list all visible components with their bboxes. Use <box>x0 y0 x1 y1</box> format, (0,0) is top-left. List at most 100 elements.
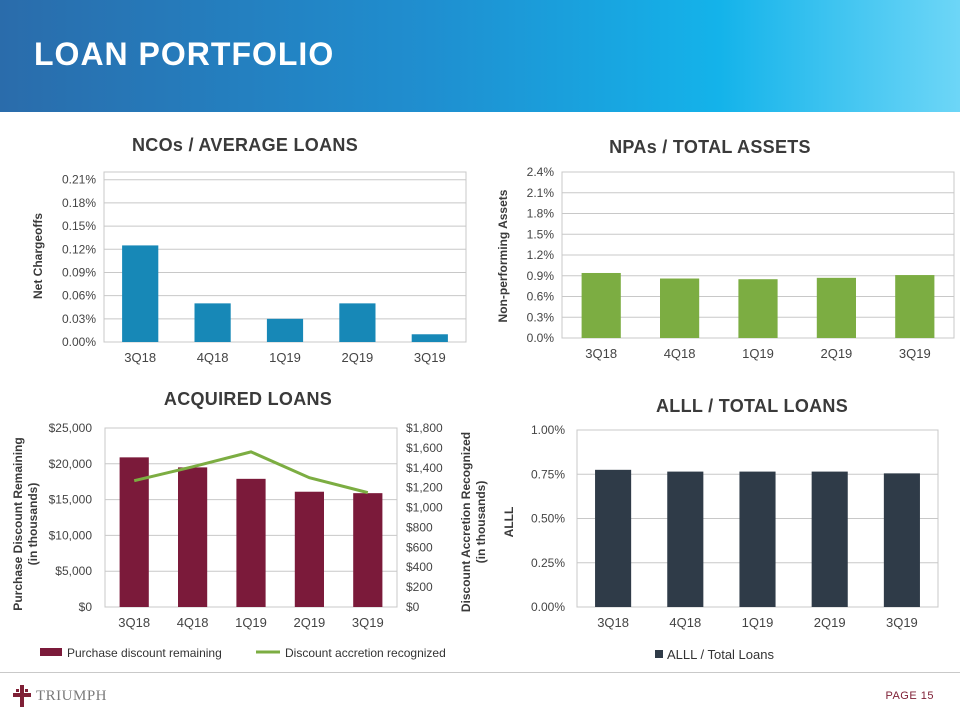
page-number: PAGE 15 <box>885 690 934 702</box>
npa-ytick-label: 0.9% <box>527 269 555 283</box>
nco-bar <box>266 318 304 342</box>
npa-bar <box>816 277 856 338</box>
acq-bar <box>294 491 324 607</box>
acq-bar <box>119 457 149 607</box>
npa-category-label: 3Q19 <box>899 346 931 361</box>
nco-ytick-label: 0.21% <box>62 173 96 187</box>
npa-category-label: 3Q18 <box>585 346 617 361</box>
npa-ytick-label: 0.6% <box>527 290 555 304</box>
npa-ytick-label: 2.4% <box>527 165 555 179</box>
alll-ytick-label: 0.00% <box>531 600 565 614</box>
nco-category-label: 2Q19 <box>341 350 373 365</box>
nco-ytick-label: 0.00% <box>62 335 96 349</box>
nco-bar <box>122 245 159 342</box>
nco-ylabel: Net Chargeoffs <box>31 213 45 299</box>
acq-bar <box>178 467 208 607</box>
alll-bar <box>739 471 776 607</box>
alll-category-label: 4Q18 <box>669 615 701 630</box>
acq-bar <box>353 493 383 607</box>
nco-category-label: 3Q19 <box>414 350 446 365</box>
acq-category-label: 3Q18 <box>118 615 150 630</box>
nco-ytick-label: 0.09% <box>62 265 96 279</box>
acq-y2tick-label: $1,600 <box>406 441 443 455</box>
npa-bar <box>738 279 778 338</box>
brand-name: TRIUMPH <box>36 687 108 704</box>
acq-accretion-line <box>133 450 369 495</box>
acq-y2tick-label: $1,000 <box>406 501 443 515</box>
npa-chart-title: NPAs / TOTAL ASSETS <box>609 137 811 157</box>
acq-ytick-label: $25,000 <box>49 421 93 435</box>
nco-ytick-label: 0.18% <box>62 196 96 210</box>
alll-legend-label: ALLL / Total Loans <box>667 647 774 662</box>
nco-bar <box>411 334 448 342</box>
acq-ytick-label: $5,000 <box>55 564 92 578</box>
acq-y2label: Discount Accretion Recognized <box>459 432 473 612</box>
acq-ytick-label: $20,000 <box>49 457 93 471</box>
acq-legend-line-label: Discount accretion recognized <box>285 646 446 660</box>
acq-y2label-units: (in thousands) <box>474 481 488 564</box>
alll-bar <box>883 473 920 607</box>
acq-category-label: 2Q19 <box>293 615 325 630</box>
header-banner: LOAN PORTFOLIO <box>0 0 960 112</box>
acq-category-label: 4Q18 <box>177 615 209 630</box>
npa-ytick-label: 0.0% <box>527 331 555 345</box>
npa-ytick-label: 2.1% <box>527 186 555 200</box>
alll-chart-title: ALLL / TOTAL LOANS <box>655 396 849 416</box>
acq-category-label: 3Q19 <box>352 615 384 630</box>
alll-ytick-label: 1.00% <box>531 423 565 437</box>
npa-ytick-label: 1.2% <box>527 248 555 262</box>
triumph-logo: TRIUMPH <box>12 684 107 708</box>
footer-divider <box>0 672 960 673</box>
acq-y2tick-label: $800 <box>406 520 433 534</box>
npa-ytick-label: 1.5% <box>527 227 555 241</box>
nco-category-label: 3Q18 <box>124 350 156 365</box>
npa-ylabel: Non-performing Assets <box>496 189 510 322</box>
alll-legend-swatch <box>655 650 663 658</box>
npa-category-label: 1Q19 <box>742 346 774 361</box>
npa-category-label: 2Q19 <box>820 346 852 361</box>
acq-ylabel: Purchase Discount Remaining <box>11 437 25 610</box>
nco-ytick-label: 0.06% <box>62 289 96 303</box>
acq-y2tick-label: $0 <box>406 600 420 614</box>
nco-bar <box>339 303 376 342</box>
npa-category-label: 4Q18 <box>664 346 696 361</box>
page-title: LOAN PORTFOLIO <box>34 36 335 72</box>
acq-y2tick-label: $400 <box>406 560 433 574</box>
acq-ylabel-units: (in thousands) <box>26 483 40 566</box>
alll-bar <box>667 471 704 607</box>
alll-ytick-label: 0.75% <box>531 467 565 481</box>
acq-bar <box>236 478 266 607</box>
acq-y2tick-label: $1,400 <box>406 461 443 475</box>
acq-y2tick-label: $600 <box>406 540 433 554</box>
alll-category-label: 2Q19 <box>814 615 846 630</box>
nco-ytick-label: 0.12% <box>62 242 96 256</box>
acq-chart-title: ACQUIRED LOANS <box>163 389 333 409</box>
acq-y2tick-label: $200 <box>406 580 433 594</box>
nco-chart-title: NCOs / AVERAGE LOANS <box>131 135 359 155</box>
npa-ytick-label: 0.3% <box>527 310 555 324</box>
nco-bar <box>194 303 231 342</box>
acq-y2tick-label: $1,200 <box>406 481 443 495</box>
nco-ytick-label: 0.03% <box>62 312 96 326</box>
alll-ytick-label: 0.25% <box>531 556 565 570</box>
alll-ytick-label: 0.50% <box>531 512 565 526</box>
npa-bar <box>895 275 935 338</box>
acq-legend-bar-label: Purchase discount remaining <box>67 646 222 660</box>
npa-bar <box>660 278 700 338</box>
alll-ylabel: ALLL <box>502 507 516 538</box>
acq-legend-bar-swatch <box>40 648 62 656</box>
nco-category-label: 1Q19 <box>269 350 301 365</box>
acq-ytick-label: $10,000 <box>49 528 93 542</box>
acq-category-label: 1Q19 <box>235 615 267 630</box>
acq-y2tick-label: $1,800 <box>406 421 443 435</box>
alll-category-label: 1Q19 <box>742 615 774 630</box>
alll-bar <box>595 469 632 607</box>
nco-ytick-label: 0.15% <box>62 219 96 233</box>
npa-ytick-label: 1.8% <box>527 207 555 221</box>
npa-bar <box>581 272 621 338</box>
alll-category-label: 3Q19 <box>886 615 918 630</box>
acq-ytick-label: $0 <box>79 600 93 614</box>
nco-category-label: 4Q18 <box>197 350 229 365</box>
alll-bar <box>811 471 848 607</box>
